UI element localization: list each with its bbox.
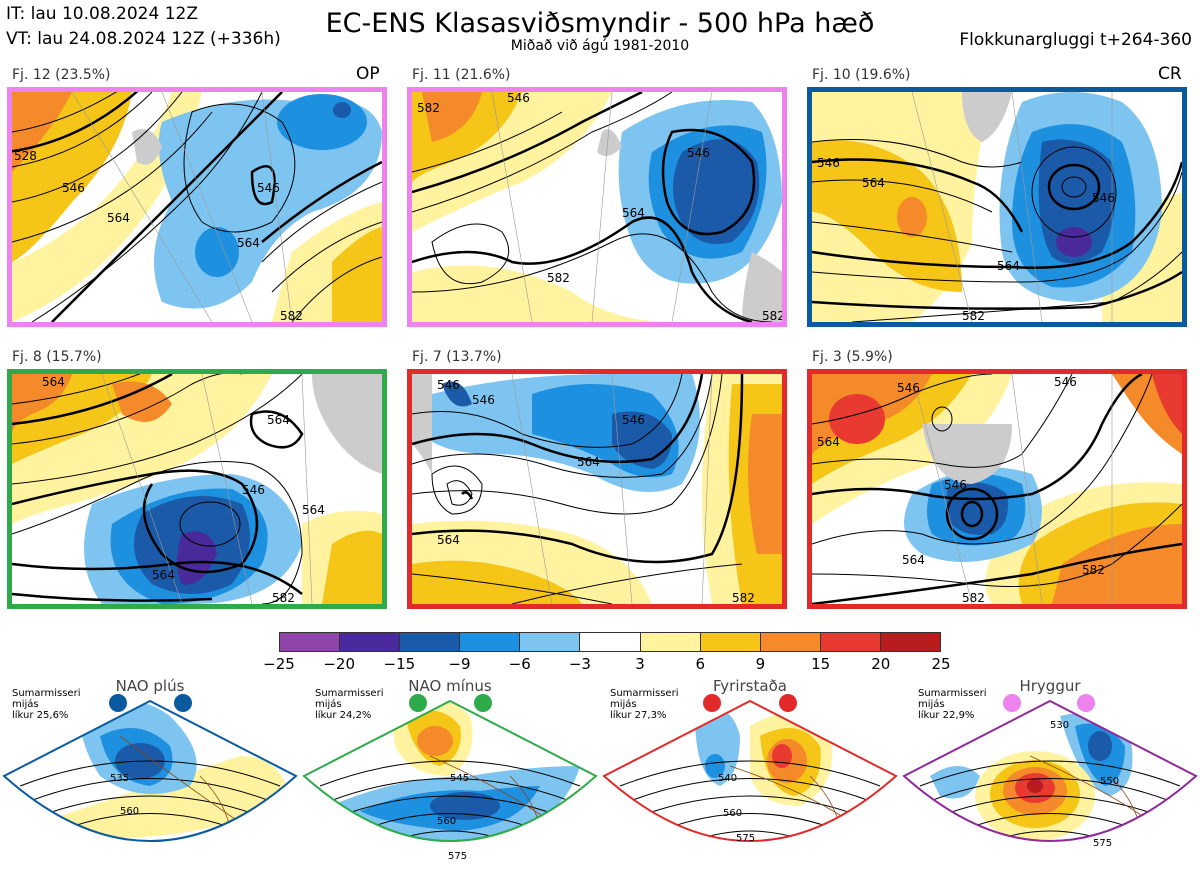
contour-label: 564	[817, 435, 840, 449]
panel-5-label: Fj. 7 (13.7%)	[412, 349, 502, 365]
colorbar-swatch	[579, 633, 639, 651]
contour-label: 546	[1092, 191, 1115, 205]
contour-label: 582	[732, 591, 755, 604]
contour-label: 528	[14, 149, 37, 163]
contour-label: 582	[272, 591, 295, 604]
contour-label: 530	[1050, 720, 1069, 731]
colorbar-tick-label: −9	[440, 655, 480, 673]
colorbar-tick-label: 6	[680, 655, 720, 673]
colorbar-tick-label: 15	[801, 655, 841, 673]
contour-label: 564	[107, 211, 130, 225]
cluster-map-panel-6: 546 546 564 546 564 582 582	[807, 369, 1187, 609]
colorbar-tick-label: 3	[620, 655, 660, 673]
panel-1-label: Fj. 12 (23.5%)	[12, 67, 111, 83]
contour-label: 582	[280, 309, 303, 322]
contour-label: 546	[817, 156, 840, 170]
regime-stats-ridge: Sumarmisseri mijás líkur 22,9%	[918, 688, 986, 721]
colorbar-swatch	[700, 633, 760, 651]
regime-name-nao-plus: NAO plús	[80, 677, 220, 695]
contour-label: 564	[42, 375, 65, 389]
regime-name-nao-minus: NAO mínus	[380, 677, 520, 695]
cluster-map-panel-4: 564 564 546 564 564 582	[7, 369, 387, 609]
contour-label: 546	[472, 393, 495, 407]
colorbar-swatch	[280, 633, 339, 651]
regime-stats-blocking: Sumarmisseri mijás líkur 27,3%	[610, 688, 678, 721]
colorbar-swatch	[880, 633, 940, 651]
cluster-map-panel-5: 546 546 546 564 564 582	[407, 369, 787, 609]
contour-label: 582	[417, 101, 440, 115]
contour-label: 546	[897, 381, 920, 395]
contour-label: 564	[267, 413, 290, 427]
contour-label: 575	[448, 851, 467, 862]
cluster-map-panel-1: 528 546 564 546 564 582	[7, 87, 387, 327]
contour-label: 546	[622, 413, 645, 427]
contour-label: 546	[437, 378, 460, 392]
colorbar-swatch	[820, 633, 880, 651]
contour-label: 564	[152, 568, 175, 582]
contour-label: 582	[962, 309, 985, 322]
cluster-map-panel-3: 546 564 546 564 582	[807, 87, 1187, 327]
contour-label: 560	[723, 808, 742, 819]
colorbar-tick-label: −20	[319, 655, 359, 673]
colorbar-tick-label: −15	[379, 655, 419, 673]
contour-label: 564	[622, 206, 645, 220]
classification-window: Flokkunargluggi t+264-360	[959, 30, 1192, 50]
contour-label: 546	[257, 181, 280, 195]
panel-2-label: Fj. 11 (21.6%)	[412, 67, 511, 83]
contour-label: 546	[944, 478, 967, 492]
colorbar-tick-label: −25	[259, 655, 299, 673]
contour-label: 564	[997, 259, 1020, 273]
panel-1-tag: OP	[356, 64, 380, 84]
colorbar-tick-label: −6	[500, 655, 540, 673]
panel-3-label: Fj. 10 (19.6%)	[812, 67, 911, 83]
contour-label: 564	[437, 533, 460, 547]
colorbar-tick-label: 25	[921, 655, 961, 673]
contour-label: 582	[1082, 563, 1105, 577]
anomaly-colorbar	[279, 632, 941, 652]
contour-label: 540	[718, 773, 737, 784]
colorbar-swatch	[640, 633, 700, 651]
regime-stats-nao-minus: Sumarmisseri mijás líkur 24,2%	[315, 688, 383, 721]
contour-label: 564	[902, 553, 925, 567]
colorbar-tick-label: −3	[560, 655, 600, 673]
contour-label: 564	[577, 455, 600, 469]
contour-label: 545	[450, 773, 469, 784]
contour-label: 560	[437, 816, 456, 827]
colorbar-swatch	[399, 633, 459, 651]
colorbar-tick-label: 9	[740, 655, 780, 673]
colorbar-swatch	[459, 633, 519, 651]
colorbar-swatch	[760, 633, 820, 651]
contour-label: 546	[507, 92, 530, 105]
colorbar-swatch	[339, 633, 399, 651]
contour-label: 546	[62, 181, 85, 195]
contour-label: 582	[547, 271, 570, 285]
panel-6-label: Fj. 3 (5.9%)	[812, 349, 893, 365]
contour-label: 564	[237, 236, 260, 250]
contour-label: 575	[736, 833, 755, 844]
regime-name-blocking: Fyrirstaða	[680, 677, 820, 695]
regime-stats-nao-plus: Sumarmisseri mijás líkur 25,6%	[12, 688, 80, 721]
contour-label: 546	[242, 483, 265, 497]
contour-label: 550	[1100, 776, 1119, 787]
contour-label: 546	[1054, 375, 1077, 389]
contour-label: 582	[762, 309, 782, 322]
contour-label: 564	[302, 503, 325, 517]
regime-name-ridge: Hryggur	[980, 677, 1120, 695]
colorbar-ticks: −25 −20 −15 −9 −6 −3 3 6 9 15 20 25	[0, 655, 1200, 675]
colorbar-tick-label: 20	[861, 655, 901, 673]
contour-label: 560	[120, 806, 139, 817]
contour-label: 582	[962, 591, 985, 604]
contour-label: 546	[687, 146, 710, 160]
panel-4-label: Fj. 8 (15.7%)	[12, 349, 102, 365]
contour-label: 575	[1093, 838, 1112, 849]
cluster-map-panel-2: 582 546 546 564 582 582	[407, 87, 787, 327]
contour-label: 564	[862, 176, 885, 190]
panel-3-tag: CR	[1158, 64, 1182, 84]
contour-label: 535	[110, 773, 129, 784]
colorbar-swatch	[519, 633, 579, 651]
